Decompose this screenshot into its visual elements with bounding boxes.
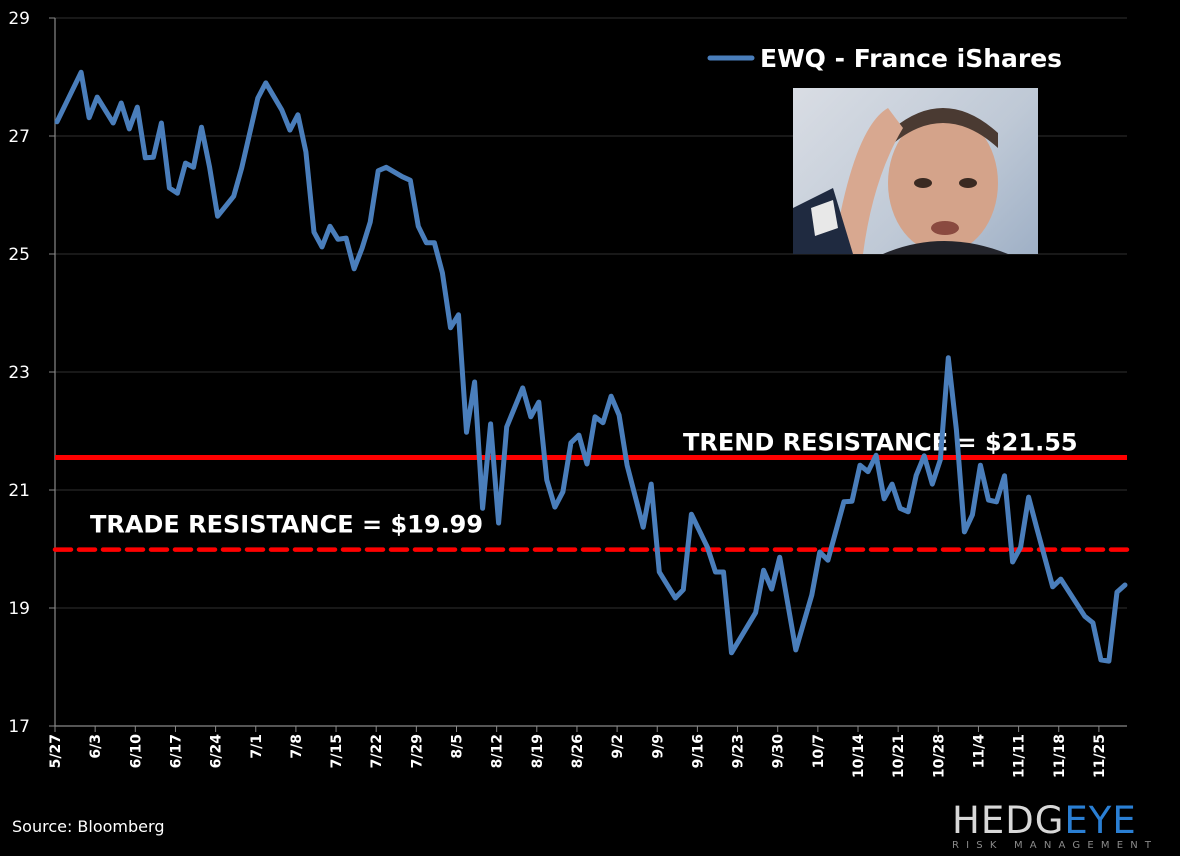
- y-axis-tick-labels: 17 19 21 23 25 27 29: [8, 9, 30, 737]
- hedgeye-logo: HEDGEYE RISK MANAGEMENT: [952, 802, 1172, 852]
- x-tick-label: 8/12: [490, 734, 506, 768]
- resistance-lines: TREND RESISTANCE = $21.55 TRADE RESISTANC…: [52, 429, 1130, 552]
- x-tick-label: 7/8: [289, 734, 305, 759]
- x-tick-label: 8/5: [450, 734, 466, 759]
- x-tick-label: 10/14: [851, 734, 867, 778]
- series-lines: [54, 69, 1128, 664]
- y-tick-label: 19: [8, 599, 30, 619]
- x-tick-label: 9/2: [610, 734, 626, 759]
- logo-text-part-a: HEDG: [952, 799, 1065, 842]
- legend-label: EWQ - France iShares: [760, 44, 1062, 73]
- x-tick-label: 11/25: [1092, 734, 1108, 778]
- y-tick-label: 27: [8, 127, 30, 147]
- x-tick-label: 11/11: [1012, 734, 1028, 778]
- portrait-photo: [793, 88, 1038, 254]
- y-tick-label: 17: [8, 717, 30, 737]
- series-line-ewq: [54, 69, 1128, 664]
- y-tick-label: 21: [8, 481, 30, 501]
- legend: EWQ - France iShares: [707, 44, 1062, 73]
- x-tick-label: 8/26: [570, 734, 586, 768]
- source-note: Source: Bloomberg: [12, 817, 165, 836]
- x-tick-label: 6/17: [168, 734, 184, 768]
- x-tick-label: 11/4: [971, 734, 987, 769]
- x-tick-label: 6/3: [88, 734, 104, 759]
- x-tick-label: 7/1: [249, 734, 265, 759]
- x-tick-label: 10/7: [811, 734, 827, 768]
- x-tick-label: 9/30: [771, 734, 787, 769]
- x-tick-label: 7/15: [329, 734, 345, 768]
- x-tick-label: 7/29: [409, 734, 425, 768]
- trend-resistance-label: TREND RESISTANCE = $21.55: [683, 429, 1078, 457]
- x-axis-tick-labels: 5/27 6/3 6/10 6/17 6/24 7/1 7/8 7/15 7/22 7/29 8/5…: [48, 734, 1108, 778]
- x-tick-label: 9/16: [690, 734, 706, 768]
- axes: [54, 18, 1127, 732]
- y-tick-label: 23: [8, 363, 30, 383]
- logo-subtitle: RISK MANAGEMENT: [952, 840, 1159, 851]
- logo-text-part-b: EYE: [1064, 799, 1137, 842]
- x-tick-label: 5/27: [48, 734, 64, 768]
- x-tick-label: 9/23: [731, 734, 747, 768]
- x-tick-label: 11/18: [1052, 734, 1068, 778]
- trade-resistance-label: TRADE RESISTANCE = $19.99: [90, 511, 483, 539]
- x-tick-label: 9/9: [650, 734, 666, 759]
- y-tick-label: 25: [8, 245, 30, 265]
- x-tick-label: 7/22: [369, 734, 385, 768]
- x-tick-label: 6/10: [128, 734, 144, 769]
- x-tick-label: 10/21: [891, 734, 907, 778]
- x-tick-label: 8/19: [530, 734, 546, 768]
- x-tick-label: 6/24: [209, 734, 225, 769]
- x-tick-label: 10/28: [931, 734, 947, 778]
- y-tick-label: 29: [8, 9, 30, 29]
